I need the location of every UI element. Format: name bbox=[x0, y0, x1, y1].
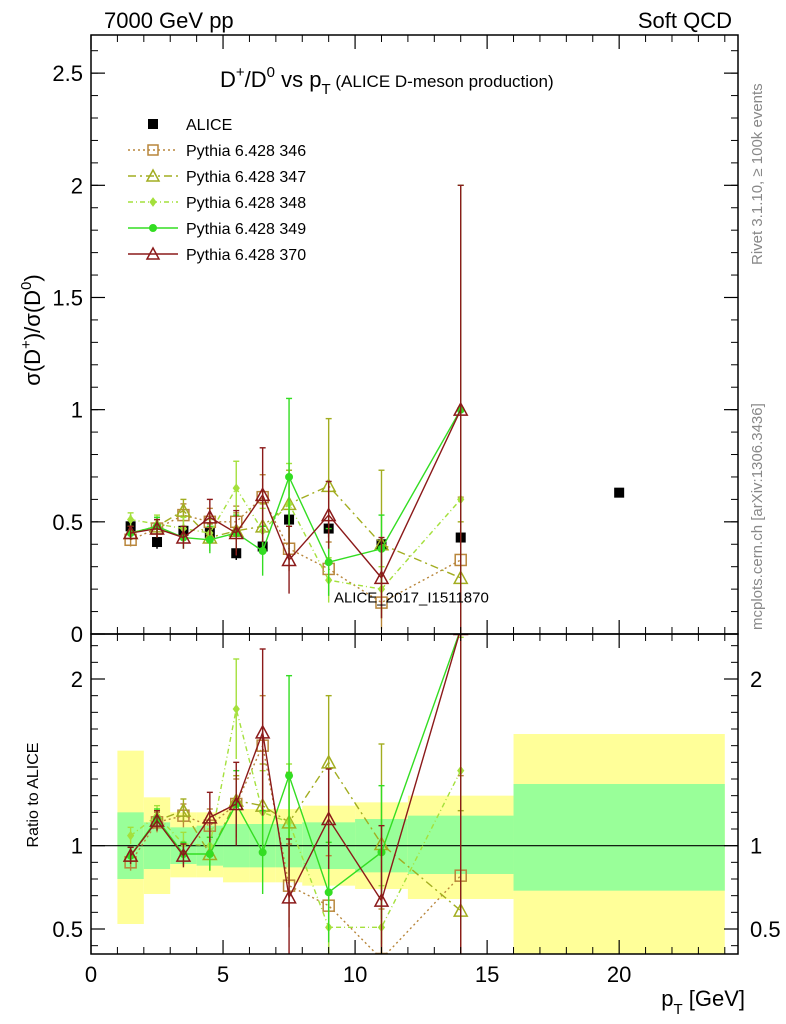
ratio-ytick-label-right: 1 bbox=[750, 834, 762, 859]
main-line bbox=[130, 496, 462, 604]
mcplots-label: mcplots.cern.ch [arXiv:1306.3436] bbox=[749, 403, 766, 630]
main-marker bbox=[175, 529, 192, 544]
xtick-label: 10 bbox=[343, 962, 367, 987]
ratio-marker bbox=[254, 724, 271, 739]
ratio-marker bbox=[375, 952, 388, 954]
main-ytick-label: 0.5 bbox=[52, 510, 83, 535]
xtick-label: 15 bbox=[475, 962, 499, 987]
main-marker bbox=[254, 486, 271, 502]
main-marker bbox=[281, 551, 297, 567]
stat-band-10 bbox=[513, 784, 725, 891]
main-series-5 bbox=[122, 184, 469, 634]
legend-label: Pythia 6.428 370 bbox=[186, 247, 306, 264]
main-y-axis-label: σ(D+)/σ(D0) bbox=[18, 274, 45, 385]
legend-marker bbox=[149, 197, 157, 207]
legend-label: Pythia 6.428 346 bbox=[186, 143, 306, 160]
legend-label: Pythia 6.428 349 bbox=[186, 221, 306, 238]
main-marker bbox=[149, 520, 165, 535]
ratio-ytick-label: 0.5 bbox=[52, 917, 83, 942]
legend-marker-alice bbox=[148, 119, 158, 129]
ratio-ytick-label: 2 bbox=[71, 667, 83, 692]
header-left: 7000 GeV pp bbox=[104, 8, 234, 33]
axes-group: 00.511.522.50.5 0.51 12 20 5 10 15 20 bbox=[52, 34, 781, 987]
main-line bbox=[130, 409, 462, 580]
ratio-ytick-label-right: 0.5 bbox=[750, 917, 781, 942]
main-marker bbox=[232, 483, 240, 494]
ratio-marker bbox=[373, 892, 390, 907]
xtick-label: 5 bbox=[217, 962, 229, 987]
xtick-label: 0 bbox=[85, 962, 97, 987]
legend: ALICE Pythia 6.428 346 Pythia 6.428 347 Pyt… bbox=[128, 117, 306, 264]
header-right: Soft QCD bbox=[638, 8, 732, 33]
main-marker bbox=[285, 472, 294, 481]
chart-title: D+/D0 vs pT (ALICE D-meson production) bbox=[220, 64, 554, 98]
ratio-line bbox=[130, 708, 462, 929]
ratio-marker bbox=[281, 889, 297, 904]
main-marker bbox=[452, 401, 469, 416]
main-marker bbox=[175, 502, 192, 517]
ratio-marker bbox=[202, 809, 218, 824]
main-marker bbox=[202, 509, 218, 524]
main-line bbox=[130, 409, 462, 564]
xtick-label: 20 bbox=[607, 962, 631, 987]
ratio-marker bbox=[205, 850, 214, 858]
ratio-frame bbox=[90, 633, 739, 955]
main-line bbox=[130, 485, 461, 579]
main-marker bbox=[373, 569, 390, 585]
legend-marker bbox=[145, 168, 161, 182]
ratio-marker bbox=[175, 847, 192, 862]
main-marker bbox=[228, 524, 245, 540]
main-marker bbox=[205, 535, 214, 544]
main-ytick-label: 2.5 bbox=[52, 61, 83, 86]
main-ytick-label: 1 bbox=[71, 398, 83, 423]
ratio-marker bbox=[320, 754, 337, 769]
legend-label: ALICE bbox=[186, 117, 232, 134]
ratio-marker bbox=[324, 888, 333, 897]
main-ytick-label: 0 bbox=[71, 622, 83, 647]
main-line bbox=[130, 486, 462, 590]
ratio-ytick-label: 1 bbox=[71, 834, 83, 859]
x-axis-label: pT [GeV] bbox=[661, 986, 745, 1018]
ratio-y-axis-label: Ratio to ALICE bbox=[25, 743, 42, 848]
ratio-marker bbox=[258, 848, 267, 857]
legend-marker bbox=[147, 144, 159, 156]
ratio-line bbox=[130, 761, 462, 912]
ratio-marker bbox=[228, 795, 245, 811]
main-marker bbox=[324, 558, 333, 567]
analysis-label: ALICE_2017_I1511870 bbox=[334, 590, 489, 607]
ratio-line bbox=[130, 743, 462, 954]
ratio-marker bbox=[126, 830, 135, 841]
ratio-marker bbox=[175, 802, 192, 817]
ratio-marker bbox=[122, 847, 139, 862]
legend-marker bbox=[149, 224, 157, 232]
ratio-ytick-label-right: 2 bbox=[750, 667, 762, 692]
main-marker bbox=[320, 507, 337, 522]
main-marker bbox=[258, 546, 267, 555]
ratio-line bbox=[130, 634, 460, 894]
main-marker bbox=[126, 514, 135, 525]
alice-point bbox=[614, 487, 625, 498]
legend-marker bbox=[145, 246, 161, 260]
main-marker bbox=[122, 524, 139, 540]
ratio-series-4 bbox=[122, 634, 469, 954]
ratio-marker bbox=[320, 810, 337, 826]
main-ytick-label: 2 bbox=[71, 173, 83, 198]
alice-point bbox=[152, 537, 163, 548]
ratio-marker bbox=[232, 704, 240, 714]
ratio-marker bbox=[149, 812, 165, 827]
rivet-label: Rivet 3.1.10, ≥ 100k events bbox=[749, 83, 766, 265]
ratio-series-group bbox=[122, 634, 469, 954]
ratio-marker bbox=[285, 771, 294, 780]
main-series-group bbox=[122, 184, 625, 634]
ratio-line bbox=[130, 634, 460, 903]
legend-label: Pythia 6.428 348 bbox=[186, 195, 306, 212]
main-ytick-label: 1.5 bbox=[52, 285, 83, 310]
legend-label: Pythia 6.428 347 bbox=[186, 169, 306, 186]
